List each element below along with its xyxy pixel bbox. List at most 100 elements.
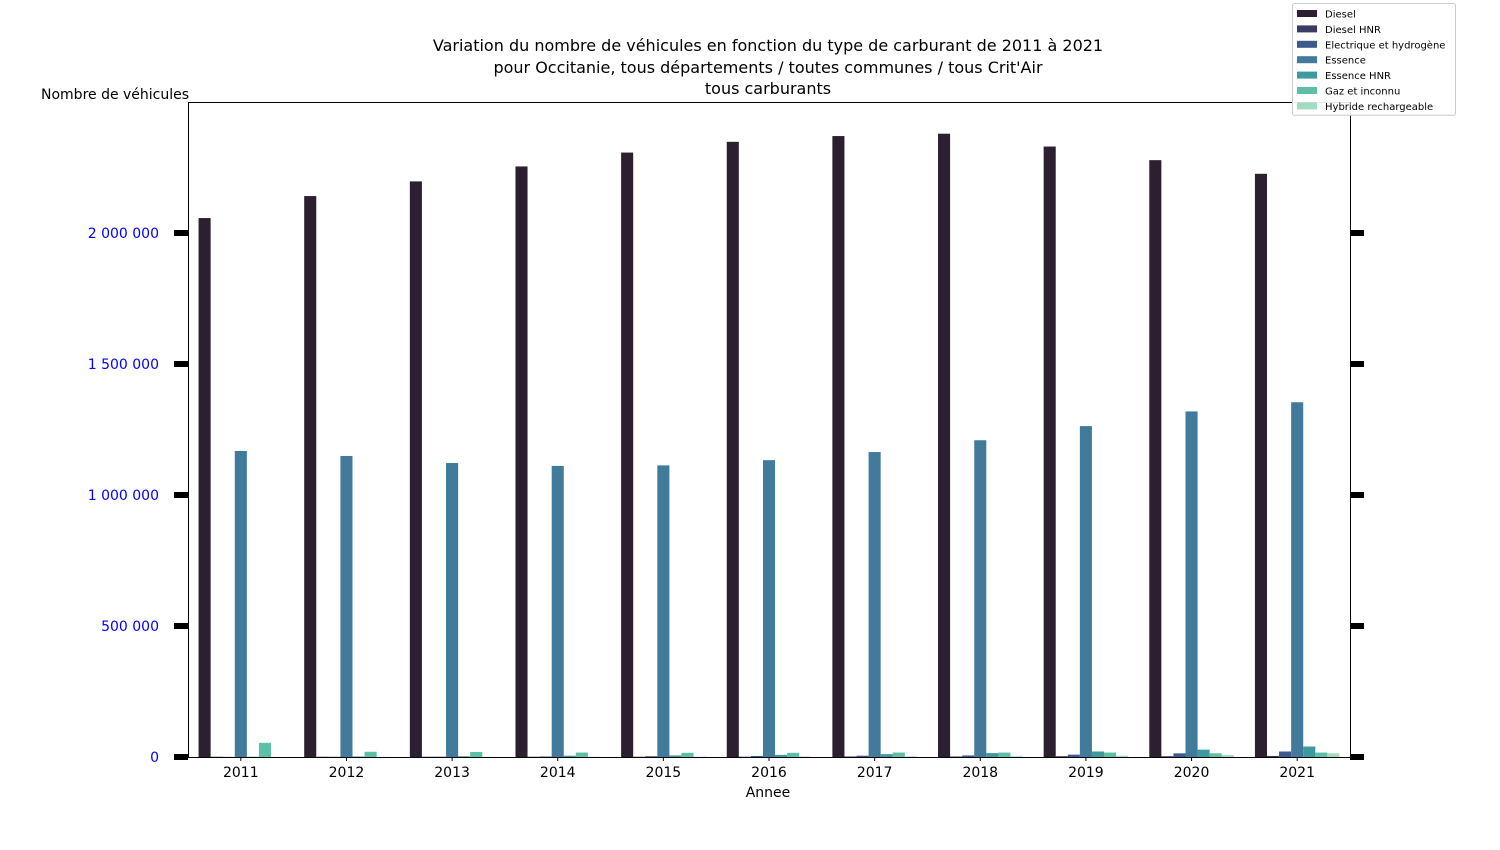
bar-5-2015 (681, 752, 694, 757)
x-axis-ticks: 2011 2012 2013 2014 2015 2016 2017 2018 2019 2020… (223, 757, 1315, 781)
bar-0-2020 (1149, 160, 1162, 757)
legend-label-1: Diesel HNR (1325, 25, 1381, 36)
bar-3-2021 (1291, 402, 1304, 757)
legend-label-0: Diesel (1325, 10, 1356, 21)
bar-5-2016 (787, 752, 800, 757)
bar-4-2014 (563, 755, 576, 757)
xtick-label: 2016 (751, 765, 787, 781)
bar-5-2021 (1315, 752, 1328, 757)
bar-0-2021 (1254, 173, 1267, 758)
bar-0-2014 (515, 166, 528, 757)
ytick-label: 1 000 000 (88, 488, 159, 504)
legend-label-5: Gaz et inconnu (1325, 87, 1400, 98)
bar-4-2015 (669, 755, 682, 757)
bar-5-2020 (1209, 753, 1222, 757)
bar-2-2019 (1067, 754, 1080, 757)
chart-title-line-1: Variation du nombre de véhicules en fonc… (433, 36, 1103, 55)
chart-title-line-2: pour Occitanie, tous départements / tout… (493, 58, 1042, 77)
legend-swatch-4 (1297, 71, 1317, 79)
legend-swatch-0 (1297, 10, 1317, 17)
bar-4-2013 (458, 756, 471, 757)
bar-4-2012 (352, 756, 365, 757)
bar-2-2015 (645, 756, 658, 757)
bar-4-2016 (775, 754, 788, 757)
bar-5-2013 (470, 752, 483, 757)
y-axis-label: Nombre de véhicules (41, 87, 189, 103)
bar-3-2011 (234, 450, 247, 757)
bar-5-2017 (892, 752, 905, 757)
bar-3-2015 (657, 465, 670, 757)
chart-title: Variation du nombre de véhicules en fonc… (433, 36, 1103, 98)
chart-title-line-3: tous carburants (705, 79, 831, 98)
ytick-label: 0 (150, 750, 159, 766)
ytick-label: 1 500 000 (88, 357, 159, 373)
bar-3-2020 (1185, 411, 1198, 757)
legend-label-2: Electrique et hydrogène (1325, 39, 1445, 51)
bar-4-2019 (1091, 751, 1105, 757)
series-3 (234, 402, 1304, 757)
ytick-label: 2 000 000 (88, 226, 159, 242)
bar-2-2021 (1279, 751, 1292, 757)
bar-4-2021 (1303, 746, 1316, 757)
bar-6-2018 (1010, 756, 1023, 757)
bar-6-2020 (1221, 754, 1234, 757)
bar-6-2021 (1327, 753, 1340, 757)
xtick-label: 2021 (1279, 765, 1315, 781)
bar-0-2016 (726, 141, 739, 757)
bar-3-2012 (340, 455, 353, 757)
legend-swatch-3 (1297, 56, 1317, 64)
series-1 (210, 755, 1280, 757)
y-axis-ticks: 0 500 000 1 000 000 1 500 000 2 000 000 (88, 226, 1364, 766)
legend-swatch-1 (1297, 25, 1317, 33)
series-2 (222, 751, 1292, 757)
bar-5-2012 (364, 751, 377, 757)
bar-1-2020 (1161, 756, 1174, 757)
legend: Diesel Diesel HNR Electrique et hydrogène E… (1292, 3, 1456, 116)
legend-swatch-6 (1297, 102, 1317, 110)
xtick-label: 2011 (223, 765, 259, 781)
bar-6-2019 (1116, 755, 1129, 757)
legend-label-4: Essence HNR (1325, 71, 1391, 82)
bar-1-2018 (950, 756, 963, 757)
bar-0-2017 (832, 136, 845, 757)
bar-4-2018 (986, 753, 999, 757)
bar-1-2017 (844, 756, 857, 757)
bar-3-2018 (974, 440, 987, 757)
bar-2-2020 (1173, 753, 1186, 757)
legend-frame (1292, 3, 1456, 116)
legend-label-3: Essence (1325, 56, 1366, 67)
xtick-label: 2015 (646, 765, 682, 781)
xtick-label: 2013 (434, 765, 470, 781)
bar-0-2018 (938, 133, 951, 757)
x-axis-label: Annee (746, 785, 791, 801)
bar-5-2018 (998, 752, 1011, 757)
bar-5-2014 (575, 752, 588, 757)
bar-0-2019 (1043, 146, 1056, 758)
bar-3-2017 (868, 452, 881, 757)
bar-0-2015 (621, 152, 634, 757)
bar-0-2012 (304, 196, 317, 757)
bar-5-2011 (258, 742, 271, 757)
series-5 (258, 742, 1328, 757)
bar-2-2018 (962, 755, 975, 757)
bar-2-2017 (856, 755, 869, 757)
xtick-label: 2012 (329, 765, 365, 781)
bar-3-2014 (551, 465, 564, 757)
legend-label-6: Hybride rechargeable (1325, 102, 1433, 113)
bar-2-2014 (539, 756, 552, 757)
bar-0-2013 (409, 181, 422, 757)
legend-swatch-2 (1297, 40, 1317, 48)
xtick-label: 2017 (857, 765, 893, 781)
xtick-label: 2019 (1068, 765, 1104, 781)
bar-3-2013 (446, 463, 459, 757)
bar-3-2016 (762, 460, 776, 757)
xtick-label: 2020 (1174, 765, 1210, 781)
legend-swatch-5 (1297, 87, 1317, 94)
bar-1-2021 (1267, 755, 1280, 757)
bar-0-2011 (198, 218, 211, 757)
bar-4-2020 (1197, 749, 1210, 757)
bar-4-2017 (880, 754, 893, 757)
bar-5-2019 (1104, 752, 1117, 757)
series-6 (271, 753, 1340, 757)
